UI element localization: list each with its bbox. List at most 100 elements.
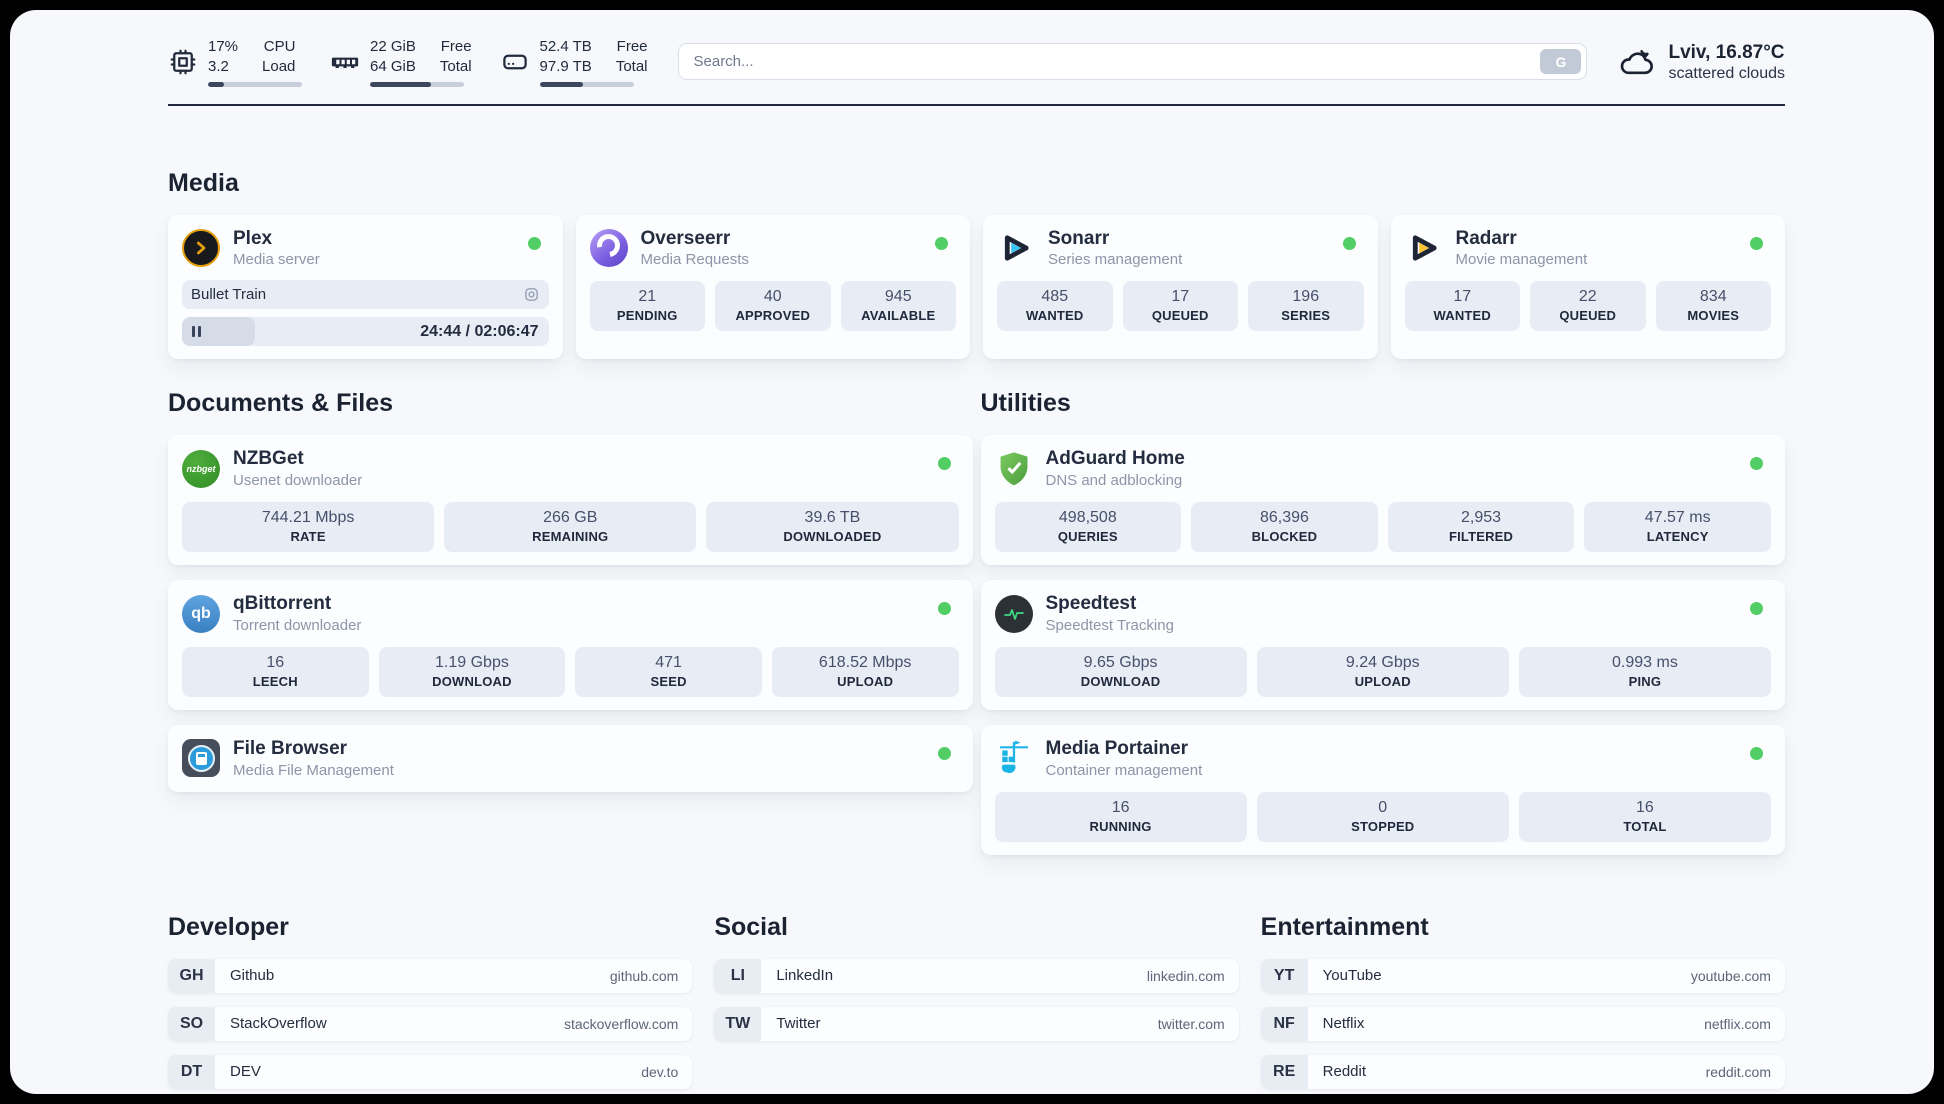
- status-dot: [1750, 236, 1763, 250]
- section-title-social: Social: [714, 912, 788, 941]
- app-name: Plex: [233, 227, 273, 249]
- app-name: Media Portainer: [1045, 737, 1189, 759]
- app-name: File Browser: [233, 737, 348, 759]
- cpu-progress-bar: [208, 81, 302, 87]
- app-desc: Usenet downloader: [233, 472, 363, 490]
- app-desc: Container management: [1045, 761, 1203, 779]
- cpu-usage-value: 17%: [208, 38, 239, 55]
- stat-upload: 618.52 Mbps UPLOAD: [771, 646, 959, 697]
- cpu-icon: [168, 47, 198, 77]
- bookmark-stackoverflow[interactable]: SO StackOverflow stackoverflow.com: [168, 1006, 693, 1041]
- stat-wanted: 485 WANTED: [997, 281, 1113, 332]
- topbar-divider: [168, 103, 1785, 106]
- search-engine-button[interactable]: G: [1540, 49, 1582, 75]
- status-dot: [527, 236, 541, 250]
- bookmark-youtube[interactable]: YT YouTube youtube.com: [1260, 958, 1785, 993]
- cloud-icon: [1617, 42, 1657, 82]
- player-time: 24:44 / 02:06:47: [420, 322, 539, 340]
- player-progress-row[interactable]: 24:44 / 02:06:47: [182, 317, 549, 347]
- app-card-portainer[interactable]: Media Portainer Container management 16 …: [980, 724, 1785, 855]
- stat-wanted: 17 WANTED: [1404, 281, 1520, 332]
- disk-progress-bar: [539, 81, 634, 87]
- stat-filtered: 2,953 FILTERED: [1387, 502, 1575, 553]
- disk-total-value: 97.9 TB: [539, 57, 592, 75]
- stat-blocked: 86,396 BLOCKED: [1191, 502, 1378, 553]
- stat-approved: 40 APPROVED: [715, 281, 831, 332]
- weather-location: Lviv, 16.87°C: [1668, 41, 1785, 63]
- adguard-icon: [995, 450, 1033, 488]
- speedtest-icon: [994, 594, 1033, 633]
- app-card-sonarr[interactable]: Sonarr Series management 485 WANTED 17 Q…: [983, 214, 1378, 360]
- bookmark-linkedin[interactable]: LI LinkedIn linkedin.com: [714, 958, 1239, 993]
- ram-free-label: Free: [440, 38, 472, 55]
- stat-downloaded: 39.6 TB DOWNLOADED: [706, 502, 959, 553]
- app-card-adguard[interactable]: AdGuard Home DNS and adblocking 498,508 …: [980, 435, 1785, 566]
- dashboard: 17% 3.2 CPU Load: [10, 10, 1934, 1094]
- topbar: 17% 3.2 CPU Load: [168, 10, 1785, 87]
- nzbget-icon: nzbget: [182, 449, 220, 488]
- app-card-plex[interactable]: Plex Media server Bullet Train: [168, 214, 563, 360]
- bookmark-name: YouTube: [1322, 967, 1382, 985]
- stat-seed: 471 SEED: [575, 646, 762, 697]
- ram-progress-bar: [370, 81, 464, 87]
- app-desc: Movie management: [1455, 251, 1588, 269]
- status-dot: [1750, 602, 1763, 616]
- search-input[interactable]: [678, 53, 1587, 71]
- stat-stopped: 0 STOPPED: [1256, 791, 1509, 842]
- section-title-developer: Developer: [168, 912, 289, 941]
- bookmark-url: twitter.com: [1157, 1015, 1225, 1032]
- status-dot: [1342, 236, 1356, 250]
- app-name: NZBGet: [233, 448, 304, 470]
- app-card-overseerr[interactable]: Overseerr Media Requests 21 PENDING 40 A…: [575, 214, 970, 360]
- bookmark-abbr: TW: [714, 1006, 762, 1041]
- app-desc: Media server: [233, 251, 320, 269]
- stat-series: 196 SERIES: [1248, 281, 1364, 332]
- app-card-filebrowser[interactable]: File Browser Media File Management: [168, 724, 973, 792]
- stat-rate: 744.21 Mbps RATE: [182, 502, 435, 553]
- filebrowser-icon: [182, 739, 220, 778]
- status-dot: [1750, 457, 1763, 471]
- bookmark-netflix[interactable]: NF Netflix netflix.com: [1260, 1006, 1785, 1041]
- bookmark-name: StackOverflow: [230, 1015, 327, 1033]
- portainer-icon: [995, 739, 1033, 777]
- bookmark-dev[interactable]: DT DEV dev.to: [168, 1054, 693, 1089]
- app-desc: Media Requests: [640, 251, 749, 269]
- stat-download: 9.65 Gbps DOWNLOAD: [994, 646, 1247, 697]
- disk-widget: 52.4 TB 97.9 TB Free Total: [500, 37, 648, 87]
- search-bar: G: [677, 43, 1588, 81]
- bookmark-name: Netflix: [1322, 1015, 1365, 1033]
- weather-condition: scattered clouds: [1668, 64, 1785, 82]
- bookmark-github[interactable]: GH Github github.com: [168, 958, 693, 993]
- bookmark-name: Github: [230, 967, 275, 985]
- status-dot: [937, 746, 951, 760]
- app-card-speedtest[interactable]: Speedtest Speedtest Tracking 9.65 Gbps D…: [980, 580, 1785, 710]
- camera-icon: [523, 286, 540, 303]
- weather-widget[interactable]: Lviv, 16.87°C scattered clouds: [1617, 41, 1785, 83]
- bookmark-url: reddit.com: [1705, 1063, 1771, 1080]
- load-label: Load: [262, 57, 296, 75]
- bookmark-twitter[interactable]: TW Twitter twitter.com: [714, 1006, 1239, 1041]
- stat-running: 16 RUNNING: [994, 791, 1247, 842]
- app-name: Overseerr: [640, 227, 731, 249]
- pause-icon: [192, 326, 195, 338]
- app-card-nzbget[interactable]: nzbget NZBGet Usenet downloader 744.21 M…: [168, 435, 973, 566]
- bookmark-abbr: SO: [168, 1006, 215, 1041]
- stat-queued: 22 QUEUED: [1530, 281, 1646, 332]
- stat-queries: 498,508 QUERIES: [994, 502, 1182, 553]
- app-name: AdGuard Home: [1045, 448, 1185, 470]
- app-desc: Speedtest Tracking: [1045, 616, 1174, 634]
- qbittorrent-icon: qb: [182, 594, 220, 633]
- player-progress-fill: [182, 317, 256, 347]
- app-card-qbittorrent[interactable]: qb qBittorrent Torrent downloader 16 LEE…: [168, 580, 973, 710]
- stat-download: 1.19 Gbps DOWNLOAD: [378, 646, 566, 697]
- app-desc: DNS and adblocking: [1045, 472, 1183, 490]
- stat-leech: 16 LEECH: [182, 646, 369, 697]
- section-title-utilities: Utilities: [980, 389, 1071, 418]
- bookmark-url: linkedin.com: [1146, 967, 1225, 984]
- radarr-icon: [1405, 229, 1443, 267]
- app-card-radarr[interactable]: Radarr Movie management 17 WANTED 22 QUE…: [1390, 214, 1785, 360]
- bookmark-reddit[interactable]: RE Reddit reddit.com: [1260, 1054, 1785, 1089]
- now-playing-row[interactable]: Bullet Train: [182, 280, 549, 310]
- section-title-media: Media: [168, 168, 239, 197]
- disk-free-value: 52.4 TB: [539, 38, 592, 55]
